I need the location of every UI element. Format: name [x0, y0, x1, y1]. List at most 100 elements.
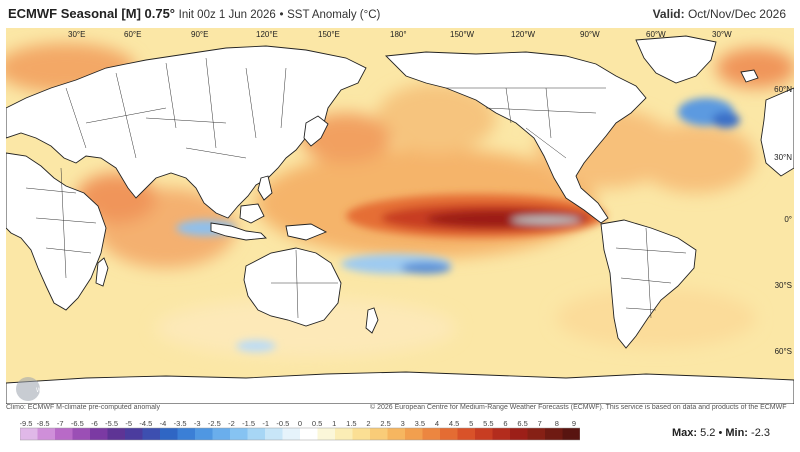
- colorbar-swatch: [422, 428, 441, 440]
- lon-label: 60°E: [124, 30, 141, 39]
- colorbar-swatch: [300, 428, 318, 440]
- colorbar-swatch: [457, 428, 476, 440]
- colorbar-tick-label: -1: [262, 419, 269, 428]
- colorbar-tick-label: -6.5: [71, 419, 84, 428]
- minmax-separator: •: [718, 427, 723, 439]
- colorbar-swatch: [527, 428, 546, 440]
- colorbar-tick-label: 3.5: [415, 419, 425, 428]
- colorbar-swatch: [387, 428, 406, 440]
- sst-anomaly-map: 30°E 60°E 90°E 120°E 150°E 180° 150°W 12…: [6, 28, 794, 404]
- valid-period: Valid: Oct/Nov/Dec 2026: [653, 7, 786, 21]
- min-label: Min:: [725, 427, 748, 439]
- lon-label: 120°W: [511, 30, 536, 39]
- lat-label: 60°S: [775, 347, 792, 356]
- colorbar-tick-label: 2: [366, 419, 370, 428]
- colorbar-tick-label: 1.5: [346, 419, 356, 428]
- colorbar: -9.5 -8.5 -7 -6.5 -6 -5.5 -5 -4.5 -4 -3.5 -3 -2.5 -2…: [20, 419, 580, 441]
- longitude-labels: 30°E 60°E 90°E 120°E 150°E 180° 150°W 12…: [68, 30, 732, 39]
- europe-land: [760, 87, 794, 177]
- lon-label: 150°W: [450, 30, 475, 39]
- colorbar-tick-label: -2: [228, 419, 235, 428]
- colorbar-tick-label: 4.5: [449, 419, 459, 428]
- border-lines-africa: [25, 167, 97, 279]
- colorbar-swatch: [405, 428, 423, 440]
- colorbar-tick-label: -5: [125, 419, 132, 428]
- colorbar-tick-label: -0.5: [276, 419, 289, 428]
- border-lines-australia: [271, 249, 338, 319]
- colorbar-swatch: [317, 428, 336, 440]
- colorbar-tick-label: 0.5: [312, 419, 322, 428]
- map-svg: 30°E 60°E 90°E 120°E 150°E 180° 150°W 12…: [6, 28, 794, 404]
- colorbar-tick-label: 3: [401, 419, 405, 428]
- colorbar-tick-label: 5.5: [483, 419, 493, 428]
- copyright-note: © 2026 European Centre for Medium-Range …: [370, 404, 787, 411]
- colorbar-tick-label: 5: [469, 419, 473, 428]
- colorbar-tick-label: -5.5: [105, 419, 118, 428]
- init-time: Init 00z 1 Jun 2026: [178, 9, 276, 21]
- lon-label: 180°: [390, 30, 407, 39]
- colorbar-swatch: [195, 428, 213, 440]
- colorbar-tick-label: 9: [572, 419, 576, 428]
- watermark-text: WeatherBELL: [36, 388, 74, 394]
- valid-value: Oct/Nov/Dec 2026: [687, 7, 786, 21]
- north-america-land: [385, 51, 647, 224]
- philippines-land: [257, 175, 273, 201]
- header-bar: ECMWF Seasonal [M] 0.75° Init 00z 1 Jun …: [0, 0, 800, 28]
- colorbar-swatch: [492, 428, 511, 440]
- lon-label: 90°E: [191, 30, 208, 39]
- climo-note: Climo: ECMWF M-climate pre-computed anom…: [6, 404, 161, 411]
- colorbar-swatch: [440, 428, 458, 440]
- colorbar-swatch: [562, 428, 580, 440]
- colorbar-tick-label: -6: [91, 419, 98, 428]
- japan-land: [303, 115, 329, 147]
- colorbar-swatch: [475, 428, 493, 440]
- colorbar-tick-label: -4: [160, 419, 167, 428]
- max-value: 5.2: [700, 427, 716, 439]
- border-lines-south-america: [615, 227, 687, 319]
- lon-label: 150°E: [318, 30, 340, 39]
- colorbar-tick-label: 6.5: [517, 419, 527, 428]
- colorbar-swatch: [212, 428, 231, 440]
- lon-label: 120°E: [256, 30, 278, 39]
- lat-label: 0°: [784, 215, 792, 224]
- enso-anomaly: [176, 98, 740, 352]
- colorbar-tick-label: 6: [503, 419, 507, 428]
- antarctica-land: [6, 371, 794, 404]
- field-name: SST Anomaly (°C): [287, 9, 381, 21]
- colorbar-tick-label: -9.5: [20, 419, 32, 428]
- colorbar-swatch: [160, 428, 178, 440]
- colorbar-swatches: [20, 427, 580, 441]
- colorbar-outline: [20, 427, 580, 441]
- colorbar-tick-label: -3: [194, 419, 201, 428]
- colorbar-tick-label: 8: [555, 419, 559, 428]
- lat-label: 30°N: [774, 153, 792, 162]
- colorbar-tick-label: 2.5: [380, 419, 390, 428]
- colorbar-swatch: [352, 428, 371, 440]
- colorbar-tick-label: -8.5: [37, 419, 50, 428]
- colorbar-tick-label: -4.5: [139, 419, 152, 428]
- lat-label: 30°S: [775, 281, 792, 290]
- iceland-land: [740, 69, 759, 83]
- border-lines-asia: [65, 57, 287, 159]
- colorbar-swatch: [125, 428, 143, 440]
- colorbar-swatch: [90, 428, 108, 440]
- colorbar-tick-label: -3.5: [174, 419, 187, 428]
- colorbar-ticks: -9.5 -8.5 -7 -6.5 -6 -5.5 -5 -4.5 -4 -3.5 -3 -2.5 -2…: [20, 419, 576, 428]
- colorbar-swatch: [230, 428, 248, 440]
- colorbar-swatch: [37, 428, 56, 440]
- colorbar-swatch: [265, 428, 283, 440]
- colorbar-swatch: [107, 428, 126, 440]
- lon-label: 90°W: [580, 30, 600, 39]
- latitude-labels: 60°N 30°N 0° 30°S 60°S: [774, 85, 792, 356]
- lon-label: 30°E: [68, 30, 85, 39]
- greenland-land: [635, 35, 717, 84]
- lon-label: 30°W: [712, 30, 732, 39]
- colorbar-swatch: [370, 428, 388, 440]
- border-lines-north-america: [446, 87, 606, 159]
- watermark-logo: WeatherBELL: [16, 377, 74, 401]
- colorbar-tick-label: 1: [332, 419, 336, 428]
- watermark-globe-icon: [16, 377, 40, 401]
- colorbar-swatch: [247, 428, 266, 440]
- colorbar-tick-label: -2.5: [208, 419, 221, 428]
